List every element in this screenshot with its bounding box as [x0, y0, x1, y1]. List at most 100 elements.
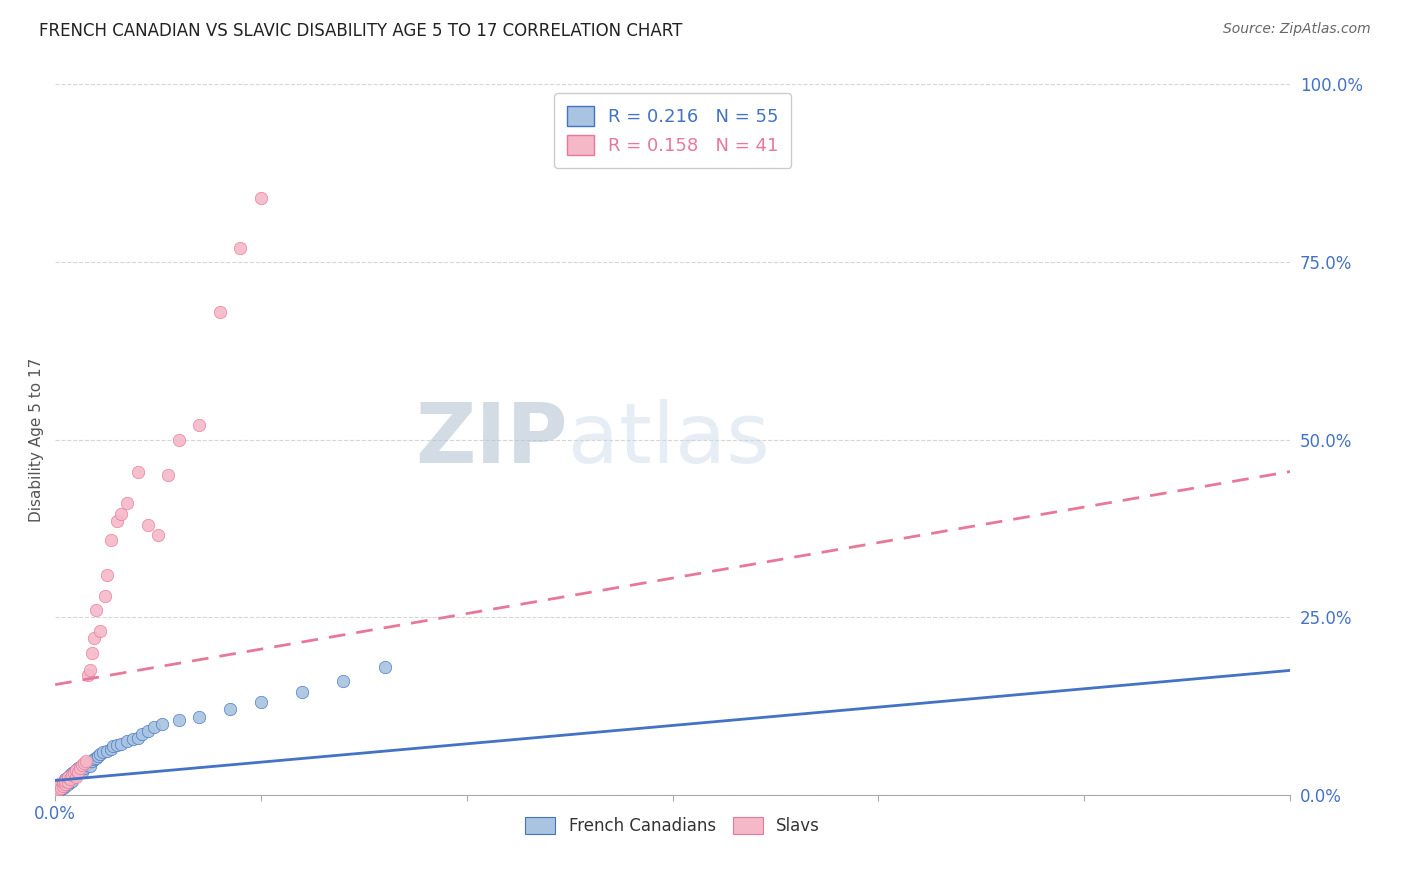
Point — [73, 756, 96, 770]
Point — [83, 752, 105, 766]
Point — [291, 684, 314, 698]
Point — [93, 589, 115, 603]
Point — [73, 761, 96, 775]
Point — [89, 747, 111, 761]
Point — [52, 780, 75, 795]
Point — [115, 734, 138, 748]
Point — [79, 664, 101, 678]
Point — [69, 761, 91, 775]
Point — [52, 779, 75, 793]
Point — [100, 533, 122, 548]
Point — [55, 773, 77, 788]
Point — [60, 773, 83, 788]
Point — [77, 668, 100, 682]
Point — [89, 624, 111, 639]
Point — [62, 766, 84, 780]
Point — [79, 759, 101, 773]
Point — [82, 754, 104, 768]
Point — [65, 763, 87, 777]
Point — [110, 507, 132, 521]
Point — [96, 744, 118, 758]
Point — [65, 768, 87, 782]
Point — [48, 780, 70, 795]
Point — [58, 768, 80, 782]
Point — [208, 304, 231, 318]
Point — [62, 764, 84, 779]
Point — [105, 738, 128, 752]
Point — [87, 748, 110, 763]
Point — [58, 772, 80, 786]
Point — [66, 764, 89, 779]
Point — [96, 567, 118, 582]
Point — [101, 739, 124, 754]
Point — [58, 775, 80, 789]
Point — [52, 777, 75, 791]
Point — [136, 723, 159, 738]
Text: FRENCH CANADIAN VS SLAVIC DISABILITY AGE 5 TO 17 CORRELATION CHART: FRENCH CANADIAN VS SLAVIC DISABILITY AGE… — [39, 22, 683, 40]
Point — [75, 757, 97, 772]
Point — [136, 517, 159, 532]
Point — [115, 496, 138, 510]
Point — [100, 741, 122, 756]
Point — [146, 528, 169, 542]
Point — [131, 727, 153, 741]
Point — [122, 732, 145, 747]
Point — [65, 770, 87, 784]
Point — [332, 674, 354, 689]
Point — [69, 763, 91, 777]
Text: atlas: atlas — [568, 399, 769, 480]
Point — [91, 745, 114, 759]
Point — [56, 770, 79, 784]
Point — [55, 775, 77, 789]
Point — [62, 770, 84, 784]
Point — [66, 761, 89, 775]
Point — [70, 759, 93, 773]
Point — [105, 514, 128, 528]
Point — [56, 777, 79, 791]
Y-axis label: Disability Age 5 to 17: Disability Age 5 to 17 — [30, 358, 44, 522]
Point — [48, 777, 70, 791]
Point — [46, 784, 69, 798]
Point — [52, 775, 75, 789]
Point — [60, 766, 83, 780]
Point — [127, 731, 149, 745]
Point — [143, 720, 166, 734]
Point — [250, 191, 273, 205]
Point — [219, 702, 242, 716]
Point — [51, 779, 73, 793]
Point — [373, 660, 395, 674]
Point — [60, 768, 83, 782]
Point — [58, 772, 80, 786]
Point — [188, 709, 211, 723]
Point — [55, 772, 77, 786]
Point — [75, 754, 97, 768]
Point — [229, 241, 252, 255]
Point — [56, 773, 79, 788]
Point — [83, 632, 105, 646]
Point — [167, 433, 190, 447]
Point — [66, 766, 89, 780]
Text: ZIP: ZIP — [415, 399, 568, 480]
Point — [86, 751, 108, 765]
Point — [51, 780, 73, 795]
Text: Source: ZipAtlas.com: Source: ZipAtlas.com — [1223, 22, 1371, 37]
Point — [82, 646, 104, 660]
Point — [51, 782, 73, 797]
Point — [55, 779, 77, 793]
Point — [127, 465, 149, 479]
Point — [167, 713, 190, 727]
Point — [55, 777, 77, 791]
Point — [70, 764, 93, 779]
Point — [250, 695, 273, 709]
Legend: French Canadians, Slavs: French Canadians, Slavs — [517, 808, 828, 843]
Point — [56, 775, 79, 789]
Point — [65, 763, 87, 777]
Point — [157, 468, 180, 483]
Point — [56, 770, 79, 784]
Point — [188, 418, 211, 433]
Point — [110, 737, 132, 751]
Point — [48, 782, 70, 797]
Point — [77, 756, 100, 770]
Point — [86, 603, 108, 617]
Point — [70, 757, 93, 772]
